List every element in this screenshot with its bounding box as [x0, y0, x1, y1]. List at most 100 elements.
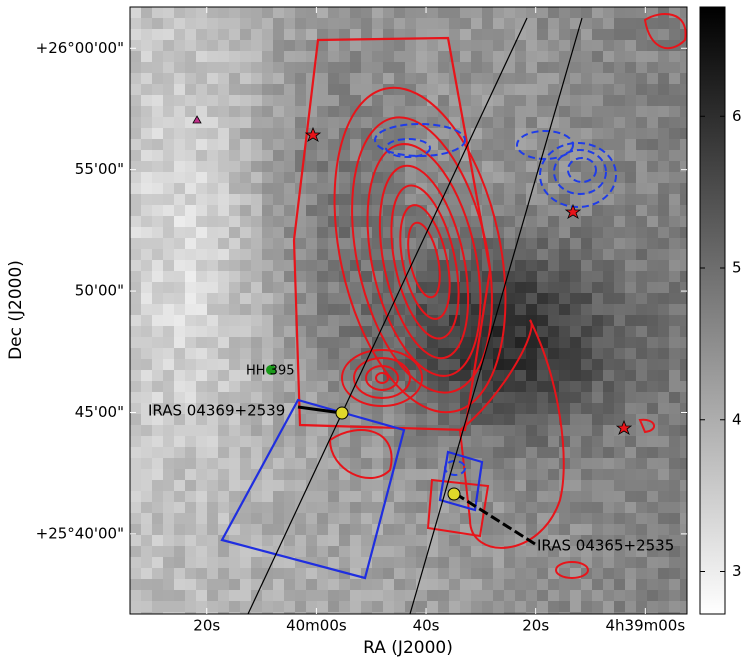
pixel [614, 73, 625, 84]
pixel [361, 381, 372, 392]
pixel [328, 62, 339, 73]
pixel [526, 293, 537, 304]
pixel [504, 425, 515, 436]
pixel [163, 590, 174, 601]
pixel [262, 183, 273, 194]
pixel [526, 557, 537, 568]
pixel [526, 51, 537, 62]
pixel [317, 304, 328, 315]
pixel [251, 293, 262, 304]
pixel [460, 348, 471, 359]
pixel [339, 40, 350, 51]
pixel [152, 216, 163, 227]
pixel [383, 84, 394, 95]
pixel [295, 150, 306, 161]
pixel [174, 403, 185, 414]
pixel [471, 18, 482, 29]
pixel [174, 106, 185, 117]
pixel [141, 480, 152, 491]
pixel [548, 117, 559, 128]
pixel [427, 425, 438, 436]
pixel [339, 502, 350, 513]
pixel [515, 139, 526, 150]
pixel [141, 326, 152, 337]
pixel [427, 381, 438, 392]
pixel [515, 359, 526, 370]
pixel [328, 40, 339, 51]
pixel [328, 535, 339, 546]
pixel [295, 579, 306, 590]
pixel [350, 161, 361, 172]
pixel [581, 139, 592, 150]
pixel [669, 84, 680, 95]
pixel [185, 216, 196, 227]
pixel [614, 590, 625, 601]
pixel [262, 304, 273, 315]
pixel [339, 348, 350, 359]
pixel [647, 128, 658, 139]
pixel [295, 458, 306, 469]
pixel [284, 491, 295, 502]
pixel [229, 282, 240, 293]
pixel [515, 18, 526, 29]
pixel [339, 73, 350, 84]
colorbar-tick-label: 5 [732, 259, 742, 277]
pixel [229, 414, 240, 425]
pixel [306, 359, 317, 370]
pixel [240, 326, 251, 337]
pixel [493, 260, 504, 271]
pixel [394, 106, 405, 117]
pixel [603, 95, 614, 106]
pixel [273, 513, 284, 524]
pixel [548, 513, 559, 524]
pixel [570, 18, 581, 29]
pixel [526, 414, 537, 425]
pixel [658, 469, 669, 480]
pixel [229, 62, 240, 73]
pixel [416, 557, 427, 568]
pixel [658, 161, 669, 172]
pixel [427, 447, 438, 458]
pixel [141, 370, 152, 381]
pixel [130, 403, 141, 414]
pixel [680, 447, 687, 458]
pixel [339, 414, 350, 425]
pixel [592, 18, 603, 29]
pixel [207, 315, 218, 326]
pixel [647, 513, 658, 524]
pixel [636, 469, 647, 480]
pixel [581, 161, 592, 172]
pixel [394, 557, 405, 568]
pixel [438, 106, 449, 117]
pixel [460, 304, 471, 315]
axes-frame [129, 6, 688, 615]
pixel [163, 601, 174, 612]
pixel [438, 414, 449, 425]
pixel [317, 491, 328, 502]
pixel [614, 469, 625, 480]
pixel [526, 216, 537, 227]
pixel [669, 282, 680, 293]
pixel [669, 447, 680, 458]
pixel [548, 425, 559, 436]
pixel [295, 557, 306, 568]
pixel [240, 392, 251, 403]
pixel [515, 128, 526, 139]
pixel [625, 139, 636, 150]
pixel [471, 51, 482, 62]
annotation: IRAS 04369+2539 [148, 402, 285, 420]
pixel [284, 29, 295, 40]
pixel [306, 557, 317, 568]
pixel [669, 469, 680, 480]
pixel [669, 40, 680, 51]
pixel [603, 414, 614, 425]
pixel [625, 73, 636, 84]
pixel [361, 205, 372, 216]
pixel [251, 18, 262, 29]
pixel [548, 348, 559, 359]
pixel [350, 590, 361, 601]
pixel [636, 381, 647, 392]
pixel [317, 568, 328, 579]
pixel [273, 414, 284, 425]
pixel [526, 29, 537, 40]
